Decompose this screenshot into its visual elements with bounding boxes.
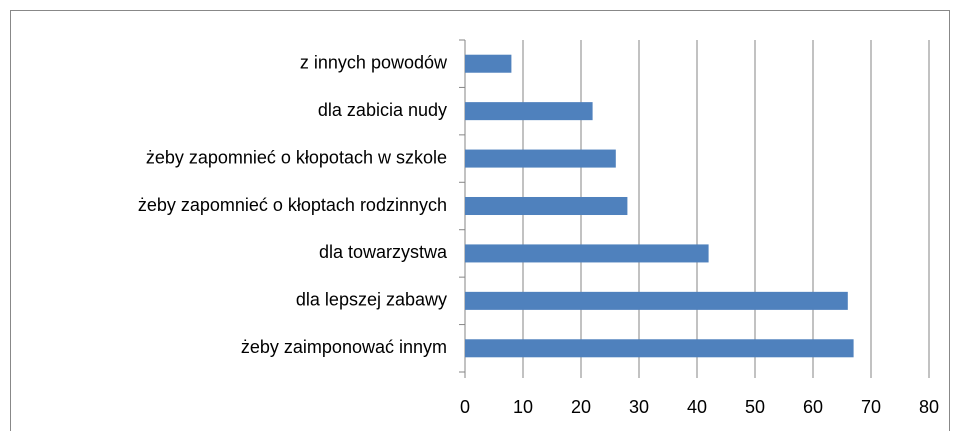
chart-border	[10, 10, 950, 431]
y-tick-label: żeby zapomnieć o kłoptach rodzinnych	[138, 195, 447, 215]
y-tick-label: dla lepszej zabawy	[296, 290, 447, 310]
y-tick-label: żeby zaimponować innym	[241, 337, 447, 357]
bar	[465, 244, 709, 263]
bar	[465, 102, 593, 121]
x-tick-label: 0	[460, 397, 470, 417]
x-tick-label: 50	[745, 397, 765, 417]
x-tick-label: 20	[571, 397, 591, 417]
x-tick-label: 10	[513, 397, 533, 417]
y-tick-label: z innych powodów	[300, 52, 448, 72]
x-tick-label: 70	[861, 397, 881, 417]
y-tick-label: dla zabicia nudy	[318, 100, 447, 120]
bar	[465, 54, 512, 73]
bar	[465, 291, 848, 310]
y-tick-label: żeby zapomnieć o kłopotach w szkole	[146, 147, 447, 167]
bar	[465, 196, 628, 216]
x-tick-label: 40	[687, 397, 707, 417]
bar	[465, 339, 854, 358]
y-tick-label: dla towarzystwa	[319, 242, 448, 262]
x-tick-label: 80	[919, 397, 939, 417]
x-tick-label: 30	[629, 397, 649, 417]
x-tick-label: 60	[803, 397, 823, 417]
bar	[465, 149, 616, 168]
